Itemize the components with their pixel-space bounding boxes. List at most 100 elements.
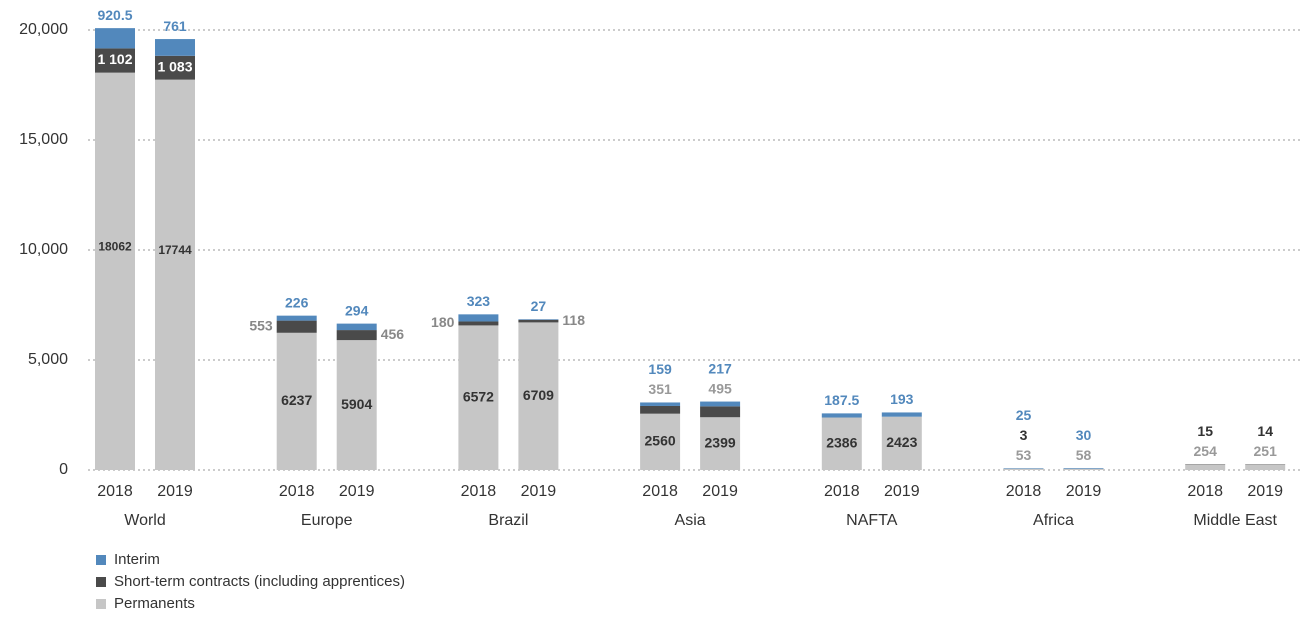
bar-segment (1063, 468, 1104, 469)
group-label: Europe (301, 512, 353, 529)
value-label: 18062 (98, 239, 132, 253)
x-tick-label: 2019 (157, 483, 193, 500)
bar-segment (1003, 468, 1044, 470)
value-label: 251 (1254, 443, 1278, 459)
value-label: 294 (345, 302, 369, 318)
value-label: 5904 (341, 396, 372, 412)
bar-segment (458, 325, 499, 470)
bar-segment (821, 417, 862, 470)
group-label: Middle East (1193, 512, 1277, 529)
value-label: 30 (1076, 427, 1092, 443)
value-label: 226 (285, 294, 309, 310)
value-label: 920.5 (97, 7, 132, 23)
value-label: 1 102 (97, 51, 132, 67)
bar-segment (336, 340, 377, 470)
x-tick-label: 2019 (1247, 483, 1283, 500)
value-label: 495 (708, 380, 732, 396)
y-tick-label: 10,000 (19, 241, 68, 258)
value-label: 6572 (463, 388, 494, 404)
value-label: 159 (648, 361, 672, 377)
bar-segment (1245, 464, 1286, 470)
group-label: Asia (675, 512, 706, 529)
y-tick-label: 15,000 (19, 131, 68, 148)
value-label: 6709 (523, 387, 554, 403)
value-label: 2399 (705, 434, 736, 450)
value-label: 3 (1020, 427, 1028, 443)
bar-segment (700, 406, 741, 418)
value-label: 2423 (886, 434, 917, 450)
y-tick-label: 5,000 (28, 351, 68, 368)
x-tick-label: 2019 (339, 483, 375, 500)
bar-segment (95, 72, 135, 471)
value-label: 180 (431, 314, 455, 330)
x-tick-label: 2019 (1066, 483, 1102, 500)
value-label: 187.5 (824, 392, 859, 408)
bar-segment (336, 323, 377, 331)
value-label: 2560 (645, 433, 676, 449)
x-tick-label: 2018 (1006, 483, 1042, 500)
x-tick-label: 2018 (279, 483, 315, 500)
group-label: NAFTA (846, 512, 898, 529)
bar-segment (640, 402, 681, 406)
bar-segment (336, 330, 377, 341)
value-label: 254 (1194, 443, 1218, 459)
value-label: 53 (1016, 447, 1032, 463)
group-label: World (124, 512, 166, 529)
bar-segment (95, 48, 135, 73)
y-tick-label: 0 (59, 461, 68, 478)
bar-segment (155, 79, 195, 470)
bar-segment (700, 401, 741, 407)
bar-segment (276, 320, 317, 333)
value-label: 217 (708, 360, 732, 376)
value-label: 761 (163, 18, 187, 34)
bar-segment (640, 405, 681, 414)
bar-segment (518, 322, 559, 470)
value-label: 15 (1197, 423, 1213, 439)
bar-segment (458, 314, 499, 322)
bar-segment (881, 412, 922, 417)
bar-segment (518, 319, 559, 323)
x-tick-label: 2019 (521, 483, 557, 500)
value-label: 58 (1076, 447, 1092, 463)
value-label: 456 (381, 326, 405, 342)
legend-label: Short-term contracts (including apprenti… (114, 573, 405, 590)
bar-segment (1185, 464, 1226, 470)
bar-segment (95, 28, 135, 49)
x-tick-label: 2019 (884, 483, 920, 500)
bar-segment (155, 39, 195, 56)
y-tick-label: 20,000 (19, 21, 68, 38)
value-label: 351 (648, 381, 672, 397)
group-label: Africa (1033, 512, 1074, 529)
legend-label: Interim (114, 551, 160, 568)
value-label: 193 (890, 391, 914, 407)
value-label: 1 083 (157, 58, 192, 74)
x-tick-label: 2019 (702, 483, 738, 500)
value-label: 323 (467, 293, 491, 309)
value-label: 553 (249, 317, 273, 333)
x-tick-label: 2018 (97, 483, 133, 500)
value-label: 27 (531, 298, 547, 314)
bar-segment (821, 413, 862, 418)
value-label: 6237 (281, 392, 312, 408)
value-label: 25 (1016, 407, 1032, 423)
bar-segment (276, 332, 317, 470)
value-label: 17744 (158, 243, 192, 257)
bar-segment (518, 319, 559, 320)
bar-segment (458, 321, 499, 326)
group-label: Brazil (488, 512, 528, 529)
legend-label: Permanents (114, 595, 195, 612)
x-tick-label: 2018 (824, 483, 860, 500)
bar-segment (1003, 468, 1044, 469)
bar-segment (1063, 468, 1104, 470)
bar-segment (640, 413, 681, 470)
legend-swatch (96, 599, 106, 609)
bar-segment (881, 416, 922, 470)
value-label: 118 (562, 312, 585, 328)
legend-swatch (96, 555, 106, 565)
legend-swatch (96, 577, 106, 587)
bar-segment (155, 55, 195, 80)
bar-segment (700, 417, 741, 470)
x-tick-label: 2018 (461, 483, 497, 500)
value-label: 14 (1257, 423, 1273, 439)
